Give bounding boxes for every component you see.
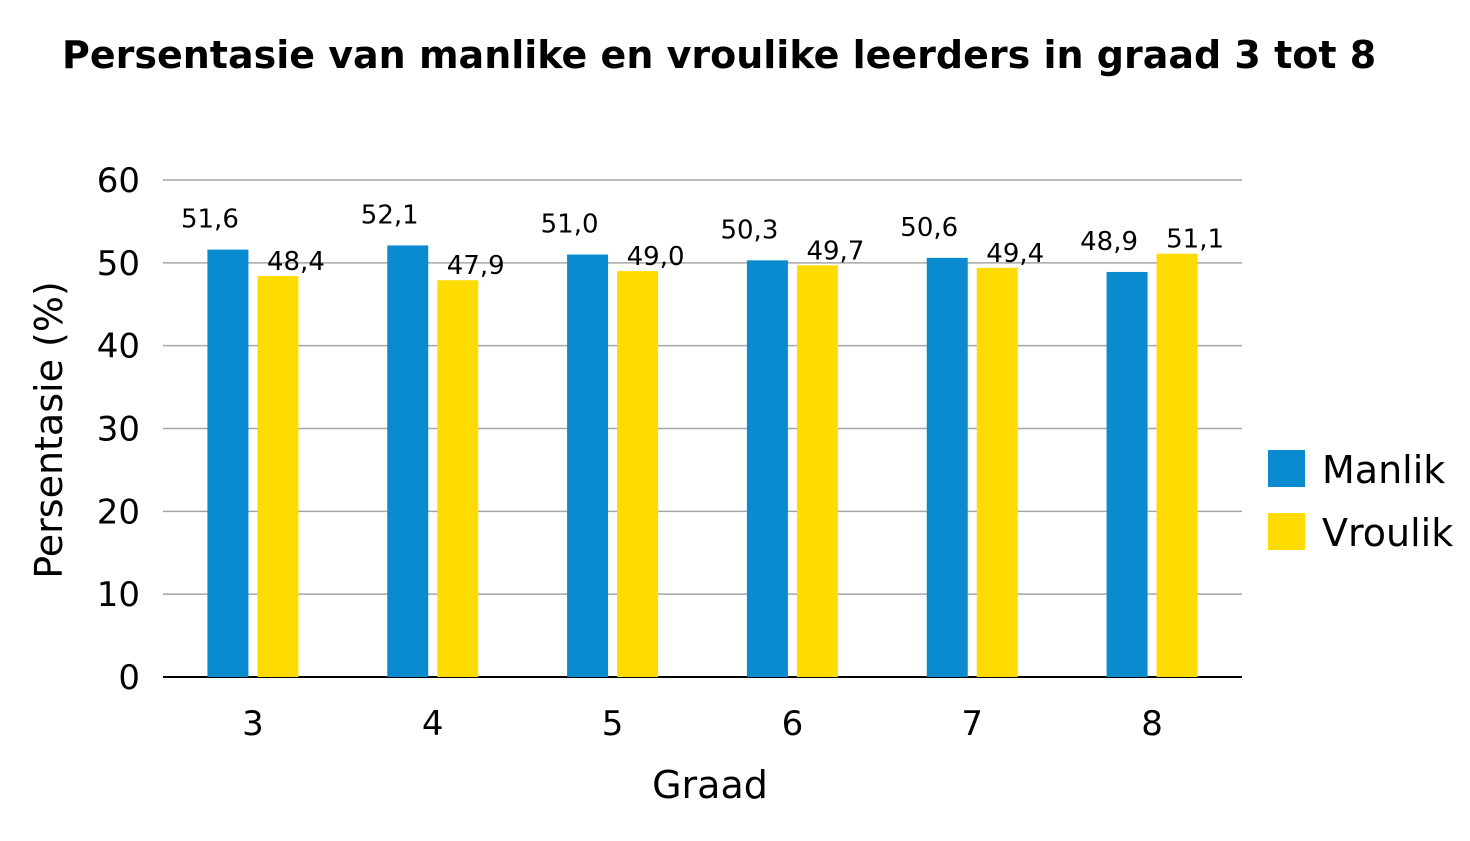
legend-label-vroulik: Vroulik xyxy=(1322,511,1453,555)
bar-manlik-graad-7 xyxy=(926,257,968,677)
x-axis-label: Graad xyxy=(652,763,768,807)
bar-vroulik-graad-4 xyxy=(437,280,479,677)
bar-vroulik-graad-7 xyxy=(976,267,1018,677)
data-label-vroulik-graad-6: 49,7 xyxy=(806,236,864,266)
data-label-vroulik-graad-3: 48,4 xyxy=(267,247,325,277)
data-label-vroulik-graad-5: 49,0 xyxy=(627,242,685,272)
data-label-vroulik-graad-8: 51,1 xyxy=(1166,225,1224,255)
y-tick-label: 0 xyxy=(118,658,140,698)
bar-manlik-graad-6 xyxy=(746,260,788,677)
y-axis-label: Persentasie (%) xyxy=(27,281,71,579)
bar-vroulik-graad-6 xyxy=(796,265,838,677)
x-tick-label: 8 xyxy=(1141,704,1163,744)
legend-swatch-manlik xyxy=(1268,450,1305,487)
bar-manlik-graad-5 xyxy=(567,254,609,678)
data-label-manlik-graad-8: 48,9 xyxy=(1080,227,1138,257)
y-tick-label: 50 xyxy=(97,244,140,284)
x-tick-label: 7 xyxy=(961,704,983,744)
data-label-manlik-graad-4: 52,1 xyxy=(361,200,419,230)
data-label-manlik-graad-6: 50,3 xyxy=(720,215,778,245)
x-axis-ticks: 3 4 5 6 7 8 xyxy=(242,704,1163,744)
x-tick-label: 6 xyxy=(782,704,804,744)
data-label-manlik-graad-5: 51,0 xyxy=(541,210,599,240)
data-label-vroulik-graad-4: 47,9 xyxy=(447,251,505,281)
bar-manlik-graad-8 xyxy=(1106,271,1148,677)
data-label-manlik-graad-7: 50,6 xyxy=(900,213,958,243)
data-labels: 51,6 48,4 52,1 47,9 51,0 49,0 50,3 49,7 50,6 49,4… xyxy=(181,200,1224,281)
legend-label-manlik: Manlik xyxy=(1322,448,1445,492)
y-tick-label: 20 xyxy=(97,492,140,532)
legend: Manlik Vroulik xyxy=(1268,448,1453,555)
bars xyxy=(207,245,1198,678)
y-tick-label: 30 xyxy=(97,410,140,450)
bar-manlik-graad-4 xyxy=(387,245,429,677)
bar-vroulik-graad-3 xyxy=(257,276,299,677)
y-tick-label: 10 xyxy=(97,575,140,615)
y-axis-ticks: 0 10 20 30 40 50 60 xyxy=(97,161,140,698)
bar-vroulik-graad-8 xyxy=(1156,253,1198,677)
bar-vroulik-graad-5 xyxy=(617,271,659,677)
data-label-vroulik-graad-7: 49,4 xyxy=(986,239,1044,269)
x-tick-label: 3 xyxy=(242,704,264,744)
legend-swatch-vroulik xyxy=(1268,513,1305,550)
y-tick-label: 60 xyxy=(97,161,140,201)
bar-manlik-graad-3 xyxy=(207,249,249,677)
gridlines xyxy=(163,179,1242,678)
y-tick-label: 40 xyxy=(97,327,140,367)
data-label-manlik-graad-3: 51,6 xyxy=(181,205,239,235)
x-tick-label: 5 xyxy=(602,704,624,744)
x-tick-label: 4 xyxy=(422,704,444,744)
chart-title: Persentasie van manlike en vroulike leer… xyxy=(62,33,1376,77)
